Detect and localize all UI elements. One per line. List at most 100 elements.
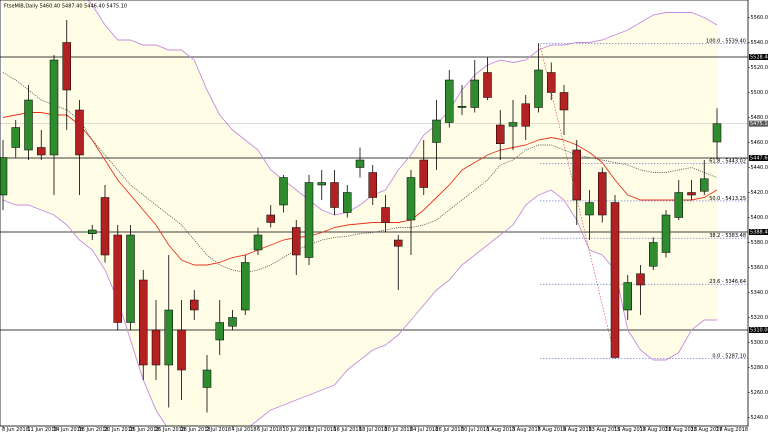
y-tick-label: 5480.00 — [751, 115, 768, 121]
candle-body — [636, 273, 645, 286]
y-tick-label: 5540.00 — [751, 40, 768, 46]
x-tick-label: 24 Jul 2018 — [410, 427, 438, 432]
x-tick-label: 7 Aug 2018 — [538, 427, 567, 432]
level-label: 5528.40 — [750, 55, 768, 61]
x-tick-label: 25 Jun 2018 — [130, 427, 160, 432]
candle-body — [534, 69, 543, 108]
x-tick-label: 6 Jul 2018 — [257, 427, 282, 432]
candle-body — [215, 322, 224, 341]
candle-body — [661, 214, 671, 253]
candle-body — [0, 157, 8, 196]
x-tick-label: 20 Jun 2018 — [104, 427, 134, 432]
candle-body — [496, 124, 505, 144]
y-tick-label: 5360.00 — [751, 265, 768, 271]
candle-body — [279, 177, 288, 206]
band-fill — [3, 0, 717, 426]
x-tick-label: 1 Aug 2018 — [487, 427, 516, 432]
candle-body — [330, 182, 339, 208]
candle-body — [62, 42, 71, 91]
y-tick-label: 5280.00 — [751, 365, 768, 371]
candle-body — [113, 234, 122, 323]
candle-body — [24, 99, 33, 151]
candle-body — [253, 234, 263, 251]
candle-body — [228, 317, 237, 327]
last-price-label: 5475.10 — [750, 121, 768, 127]
fib-label: 38.2 - 5383.48 — [709, 233, 746, 239]
y-tick-label: 5380.00 — [751, 240, 768, 246]
level-box — [749, 54, 768, 60]
candle-body — [687, 192, 696, 196]
candle-body — [585, 202, 594, 216]
candle-body — [355, 159, 365, 168]
level-label: 5310.00 — [750, 328, 768, 334]
candle-body — [177, 329, 186, 371]
candle-body — [88, 229, 97, 234]
candle-body — [139, 279, 148, 366]
level-box — [749, 327, 768, 333]
candle-body — [700, 178, 709, 192]
x-tick-label: 15 Aug 2018 — [614, 427, 646, 432]
candle-body — [381, 207, 390, 223]
fib-label: 50.0 - 5413.25 — [709, 196, 746, 202]
x-tick-label: 17 Aug 2018 — [640, 427, 672, 432]
x-tick-label: 21 Aug 2018 — [665, 427, 697, 432]
candle-body — [202, 369, 212, 388]
candle-body — [100, 197, 110, 256]
candle-body — [649, 242, 658, 267]
fib-label: 61.8 - 5443.02 — [709, 159, 746, 165]
level-box — [749, 155, 768, 161]
candle-body — [151, 329, 161, 366]
candle-body — [190, 299, 199, 311]
candle-body — [483, 72, 492, 98]
y-tick-label: 5240.00 — [751, 415, 768, 421]
y-tick-label: 5460.00 — [751, 140, 768, 146]
plot-frame — [0, 0, 749, 427]
candle-body — [126, 234, 135, 323]
fib-label: 0.0 - 5287.10 — [712, 354, 746, 360]
fib-label: 100.0 - 5539.40 — [706, 38, 746, 44]
x-tick-label: 11 Jun 2018 — [28, 427, 58, 432]
y-tick-label: 5400.00 — [751, 215, 768, 221]
candle-body — [432, 119, 441, 143]
candle-body — [164, 309, 173, 366]
x-tick-label: 26 Jun 2018 — [155, 427, 185, 432]
x-tick-label: 3 Aug 2018 — [512, 427, 541, 432]
fib-trendline — [539, 44, 616, 359]
candle-body — [610, 202, 620, 358]
plot-area — [0, 0, 748, 426]
candle-body — [712, 123, 722, 143]
candle-body — [394, 239, 403, 247]
y-tick-label: 5420.00 — [751, 190, 768, 196]
level-label: 5447.60 — [750, 156, 768, 162]
x-tick-label: 30 Jul 2018 — [461, 427, 489, 432]
candle-body — [368, 172, 377, 198]
candle-body — [445, 79, 454, 123]
x-tick-label: 18 Jun 2018 — [79, 427, 109, 432]
y-tick-label: 5300.00 — [751, 340, 768, 346]
chart-title: FtseMIB,Daily 5460.40 5487.40 5446.40 54… — [4, 4, 127, 10]
x-tick-label: 27 Aug 2018 — [716, 427, 748, 432]
candle-body — [598, 172, 607, 216]
candle-body — [457, 106, 467, 108]
x-tick-label: 20 Jul 2018 — [385, 427, 413, 432]
y-tick-label: 5520.00 — [751, 65, 768, 71]
x-tick-label: 23 Aug 2018 — [691, 427, 723, 432]
x-tick-label: 9 Aug 2018 — [563, 427, 592, 432]
y-tick-label: 5560.00 — [751, 15, 768, 21]
x-tick-label: 26 Jul 2018 — [436, 427, 464, 432]
x-tick-label: 4 Jul 2018 — [232, 427, 257, 432]
y-tick-label: 5260.00 — [751, 390, 768, 396]
x-tick-label: 10 Jul 2018 — [283, 427, 311, 432]
y-tick-label: 5440.00 — [751, 165, 768, 171]
x-tick-label: 8 Jun 2018 — [2, 427, 29, 432]
x-tick-label: 18 Jul 2018 — [359, 427, 387, 432]
candle-body — [266, 214, 275, 223]
x-tick-label: 28 Jun 2018 — [181, 427, 211, 432]
candle-body — [11, 127, 20, 148]
last-price-box — [749, 120, 768, 127]
candle-body — [521, 103, 530, 127]
candle-body — [623, 282, 632, 311]
level-label: 5388.40 — [750, 230, 768, 236]
